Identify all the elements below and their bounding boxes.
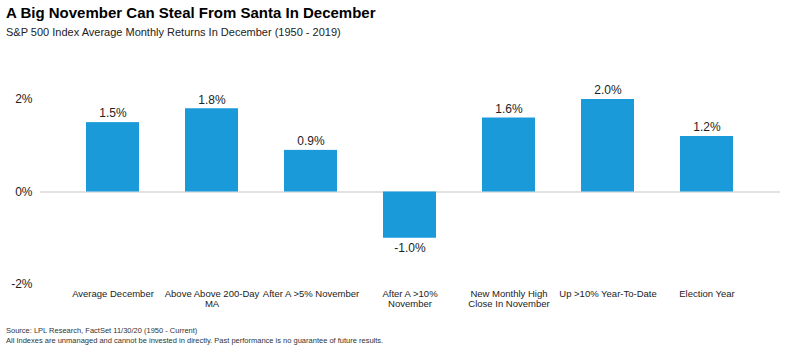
svg-text:0.9%: 0.9% — [297, 134, 325, 148]
svg-text:After A >5% November: After A >5% November — [263, 288, 359, 299]
svg-text:1.8%: 1.8% — [198, 93, 226, 107]
html-text:S&P 500 Index Average Monthly: S&P 500 Index Average Monthly Returns In… — [6, 26, 341, 38]
svg-text:Up >10% Year-To-Date: Up >10% Year-To-Date — [559, 288, 656, 299]
svg-text:0%: 0% — [15, 185, 33, 199]
html-text:A Big November Can Steal From: A Big November Can Steal From Santa In D… — [6, 4, 376, 21]
svg-text:-2%: -2% — [11, 277, 33, 291]
svg-text:Average December: Average December — [72, 288, 154, 299]
svg-text:2%: 2% — [15, 92, 33, 106]
svg-text:1.6%: 1.6% — [495, 102, 523, 116]
svg-text:1.2%: 1.2% — [693, 120, 721, 134]
html-text:All Indexes are unmanaged and: All Indexes are unmanaged and cannot be … — [6, 336, 384, 345]
svg-text:Above Above 200-DayMA: Above Above 200-DayMA — [165, 288, 260, 309]
svg-text:2.0%: 2.0% — [594, 83, 622, 97]
html-text:Source: LPL Research, FactSet: Source: LPL Research, FactSet 11/30/20 (… — [6, 326, 198, 335]
svg-text:After A >10%November: After A >10%November — [382, 288, 438, 309]
svg-text:New Monthly HighClose In Novem: New Monthly HighClose In November — [468, 288, 549, 309]
svg-text:Election Year: Election Year — [679, 288, 734, 299]
svg-text:1.5%: 1.5% — [99, 106, 127, 120]
svg-text:-1.0%: -1.0% — [394, 241, 426, 255]
